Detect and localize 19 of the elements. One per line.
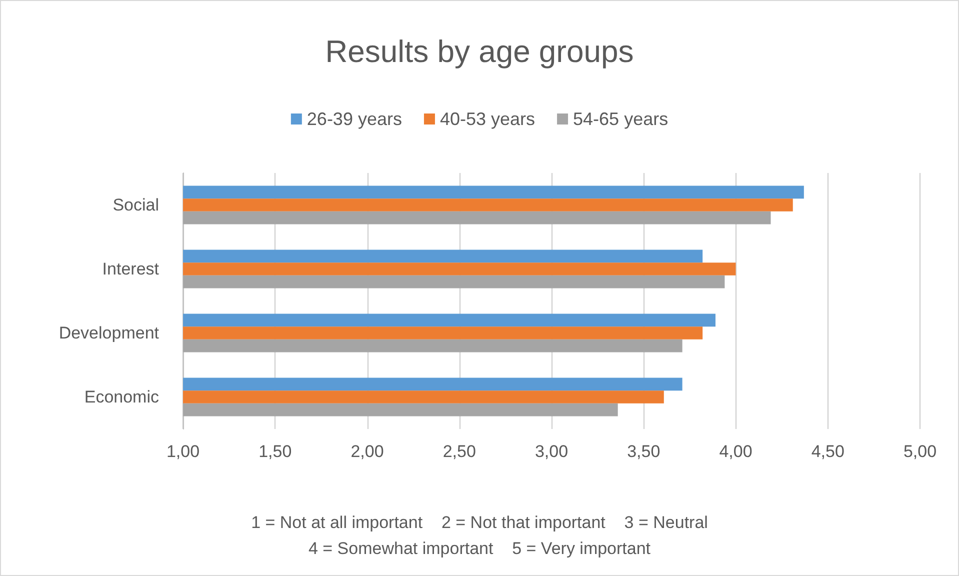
x-tick-label: 4,50 <box>811 442 844 461</box>
legend-label: 54-65 years <box>573 109 668 129</box>
legend-label: 40-53 years <box>440 109 536 129</box>
x-tick-label: 2,00 <box>350 442 384 461</box>
y-tick-label: Economic <box>84 388 160 406</box>
x-tick-label: 1,50 <box>258 442 292 461</box>
legend-label: 26-39 years <box>306 109 402 129</box>
x-tick-label: 4,00 <box>719 442 752 461</box>
text: 4 = Somewhat important 5 = Very important <box>308 539 651 558</box>
y-tick-label: Development <box>58 324 160 342</box>
y-tick-label: Interest <box>102 260 160 278</box>
x-tick-label: 5,00 <box>903 442 937 461</box>
y-tick-label: Social <box>112 196 159 214</box>
x-tick-label: 1,00 <box>166 442 200 461</box>
x-tick-label: 3,00 <box>534 442 568 461</box>
text: 1 = Not at all important 2 = Not that important 3 = Neutral <box>251 513 708 532</box>
x-tick-label: 3,50 <box>627 442 660 461</box>
chart-title: Results by age groups <box>325 34 634 69</box>
x-tick-label: 2,50 <box>442 442 476 461</box>
